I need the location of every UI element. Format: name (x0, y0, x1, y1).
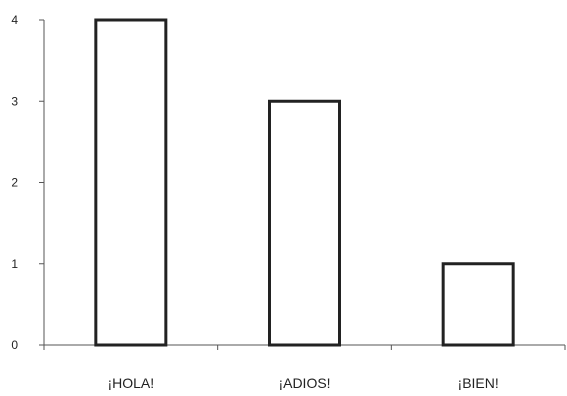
y-tick-label: 4 (11, 13, 18, 27)
y-tick-label: 3 (11, 94, 18, 108)
x-category-label: ¡HOLA! (107, 375, 154, 391)
bars (94, 18, 515, 347)
bar-2 (268, 99, 341, 347)
bar-3 (441, 262, 515, 347)
x-category-label: ¡BIEN! (458, 375, 499, 391)
y-tick-label: 2 (11, 176, 18, 190)
y-axis: 0 1 2 3 4 (11, 13, 45, 352)
y-tick-label: 1 (11, 257, 18, 271)
y-tick-label: 0 (11, 338, 18, 352)
x-category-label: ¡ADIOS! (278, 375, 330, 391)
x-axis: ¡HOLA! ¡ADIOS! ¡BIEN! (43, 344, 566, 391)
bar-1 (94, 18, 168, 347)
